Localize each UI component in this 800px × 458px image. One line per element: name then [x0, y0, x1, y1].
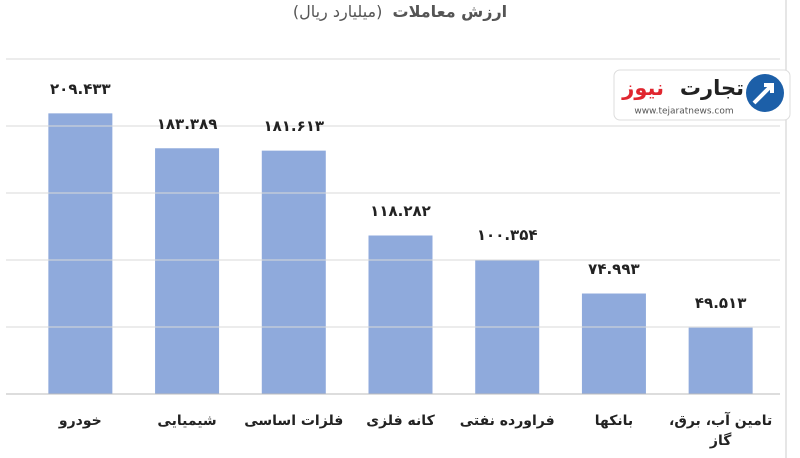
logo-url: www.tejaratnews.com — [634, 107, 733, 117]
bar — [368, 235, 433, 394]
bar — [48, 113, 113, 395]
value-label: ۷۴.۹۹۳ — [588, 260, 639, 278]
logo-name: تجارت — [680, 76, 744, 100]
x-tick-label: تامین آب، برق، گاز — [669, 413, 773, 449]
logo-accent: نیوز — [621, 76, 664, 100]
chart-subtitle: (میلیارد ریال) — [292, 2, 383, 21]
value-label: ۴۹.۵۱۳ — [695, 294, 746, 312]
value-label: ۱۱۸.۲۸۲ — [370, 202, 431, 220]
value-label: ۱۰۰.۳۵۴ — [477, 226, 538, 244]
bar — [688, 327, 753, 394]
bar — [581, 293, 646, 394]
x-tick-label: شیمیایی — [157, 413, 217, 429]
bar — [261, 150, 326, 394]
x-tick-label: فلزات اساسی — [244, 413, 344, 429]
x-tick-label: فراورده نفتی — [459, 413, 555, 429]
x-tick-label: بانکها — [594, 413, 634, 429]
value-label: ۱۸۳.۳۸۹ — [157, 115, 218, 133]
logo-box — [613, 69, 791, 121]
x-tick-label: کانه فلزی — [366, 413, 435, 429]
value-label: ۲۰۹.۴۳۳ — [50, 80, 111, 98]
title-row: ارزش معاملات (میلیارد ریال) — [0, 2, 800, 21]
logo-arrow — [752, 83, 774, 105]
x-tick-label: خودرو — [58, 413, 102, 429]
bar — [155, 148, 220, 394]
chart-title: ارزش معاملات — [392, 2, 508, 21]
value-label: ۱۸۱.۶۱۳ — [263, 117, 324, 135]
